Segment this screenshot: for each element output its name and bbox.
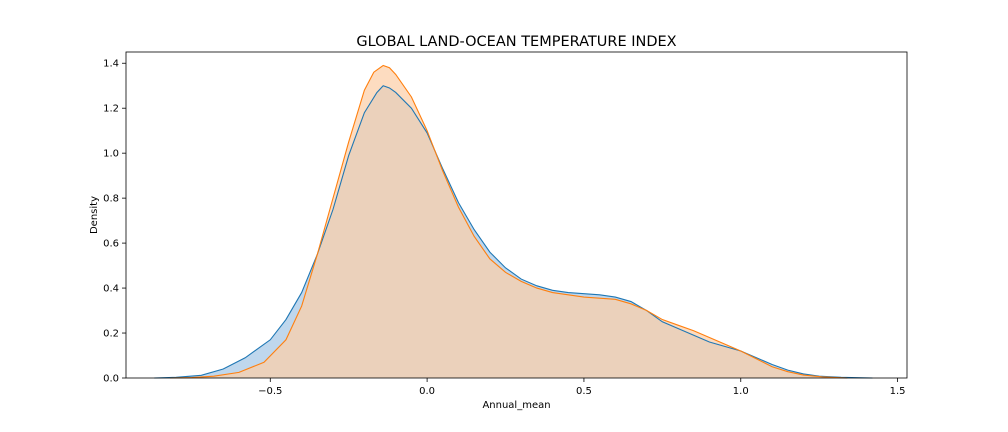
y-tick-label: 0.2: [103, 329, 119, 340]
y-tick-label: 0.0: [103, 374, 119, 385]
plot-frame: [125, 51, 908, 379]
y-tick-label: 1.0: [103, 149, 119, 160]
x-tick-label: 1.0: [733, 386, 749, 397]
x-tick-label: −0.5: [258, 386, 282, 397]
x-axis: −0.5 0.0 0.5 1.0 1.5: [258, 378, 906, 397]
series-1-line: [154, 85, 873, 379]
series-layer: [154, 64, 873, 379]
y-tick-label: 1.4: [103, 59, 119, 70]
series-2-fill: [169, 65, 848, 379]
y-axis-label: Density: [89, 196, 100, 234]
y-tick-label: 0.6: [103, 239, 119, 250]
y-tick-label: 1.2: [103, 104, 119, 115]
y-tick-label: 0.8: [103, 194, 119, 205]
chart-title: GLOBAL LAND-OCEAN TEMPERATURE INDEX: [356, 34, 676, 50]
series-2-line: [169, 64, 848, 379]
y-axis: 0.0 0.2 0.4 0.6 0.8 1.0 1.2 1.4: [103, 59, 126, 385]
x-tick-label: 0.5: [576, 386, 592, 397]
x-tick-label: 1.5: [890, 386, 906, 397]
x-axis-label: Annual_mean: [482, 400, 550, 411]
y-tick-label: 0.4: [103, 284, 119, 295]
x-tick-label: 0.0: [419, 386, 435, 397]
